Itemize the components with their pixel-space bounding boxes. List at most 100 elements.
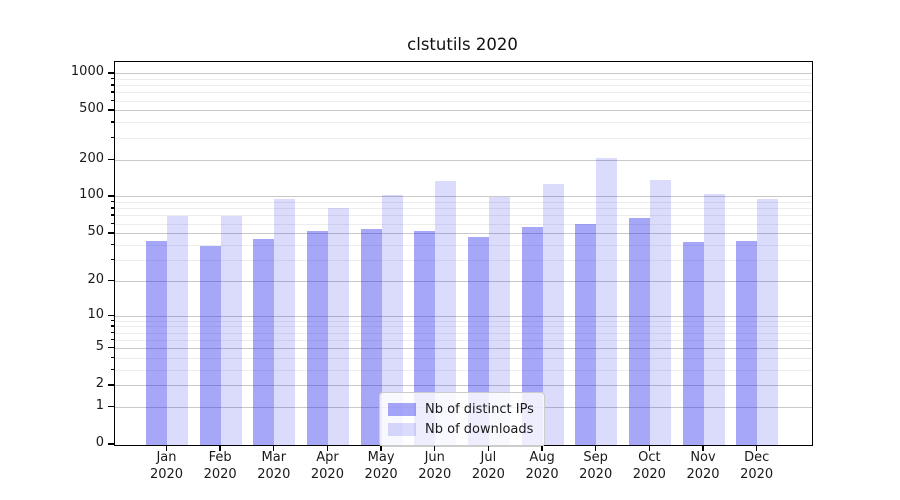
y-minor-tick-mark bbox=[110, 201, 114, 203]
bar-downloads bbox=[649, 179, 671, 445]
y-minor-tick-mark bbox=[110, 325, 114, 327]
y-tick-mark bbox=[108, 158, 114, 160]
x-tick-label: Sep 2020 bbox=[564, 449, 628, 483]
y-tick-mark bbox=[108, 443, 114, 445]
y-minor-tick-mark bbox=[110, 121, 114, 123]
x-tick-month: Dec bbox=[744, 450, 770, 465]
legend-item-downloads: Nb of downloads bbox=[388, 419, 534, 439]
x-tick-year: 2020 bbox=[418, 467, 452, 482]
y-minor-gridline bbox=[115, 320, 812, 322]
y-minor-tick-mark bbox=[110, 214, 114, 216]
y-minor-tick-mark bbox=[110, 99, 114, 102]
x-tick-mark bbox=[219, 445, 221, 451]
x-tick-month: Jan bbox=[156, 450, 177, 465]
bar-distinct-ips bbox=[736, 240, 758, 445]
bar-downloads bbox=[596, 157, 618, 445]
x-tick-year: 2020 bbox=[740, 467, 774, 482]
y-tick-label: 500 bbox=[79, 101, 104, 117]
bar-distinct-ips bbox=[628, 217, 650, 445]
x-tick-mark bbox=[541, 445, 543, 451]
y-tick-mark bbox=[108, 72, 114, 74]
y-minor-tick-mark bbox=[110, 319, 114, 322]
y-minor-gridline bbox=[115, 202, 812, 204]
bar-downloads bbox=[757, 198, 779, 445]
y-major-gridline bbox=[115, 348, 812, 350]
x-tick-year: 2020 bbox=[203, 467, 237, 482]
bar-distinct-ips bbox=[199, 245, 221, 445]
y-minor-gridline bbox=[115, 369, 812, 371]
legend-label-distinct-ips: Nb of distinct IPs bbox=[425, 401, 534, 417]
y-tick-label: 1000 bbox=[70, 64, 104, 80]
x-tick-mark bbox=[648, 445, 651, 451]
x-tick-label: Jun 2020 bbox=[403, 449, 467, 483]
y-minor-gridline bbox=[115, 326, 812, 328]
y-minor-tick-mark bbox=[110, 136, 114, 139]
y-tick-label: 10 bbox=[87, 306, 104, 322]
x-tick-month: Sep bbox=[583, 450, 608, 465]
plot-area: Nb of distinct IPs Nb of downloads bbox=[114, 61, 813, 447]
y-major-gridline bbox=[115, 280, 812, 282]
bar-downloads bbox=[381, 195, 403, 445]
y-major-gridline bbox=[115, 385, 812, 387]
bar-distinct-ips bbox=[414, 230, 436, 445]
legend-item-distinct-ips: Nb of distinct IPs bbox=[388, 399, 534, 419]
x-tick-month: Feb bbox=[208, 450, 232, 465]
legend: Nb of distinct IPs Nb of downloads bbox=[379, 392, 545, 447]
x-tick-month: Jun bbox=[424, 450, 445, 465]
bar-distinct-ips bbox=[253, 239, 275, 445]
legend-swatch-downloads bbox=[388, 422, 416, 436]
y-tick-label: 0 bbox=[95, 435, 104, 451]
y-minor-gridline bbox=[115, 215, 812, 217]
y-major-gridline bbox=[115, 233, 812, 235]
x-tick-year: 2020 bbox=[149, 467, 184, 482]
y-minor-tick-mark bbox=[110, 338, 114, 341]
y-tick-mark bbox=[108, 109, 114, 111]
y-tick-mark bbox=[108, 232, 114, 234]
x-tick-mark bbox=[755, 445, 758, 451]
y-minor-tick-mark bbox=[110, 258, 114, 261]
y-minor-tick-mark bbox=[110, 207, 114, 209]
y-minor-gridline bbox=[115, 122, 812, 124]
x-tick-label: Oct 2020 bbox=[617, 449, 681, 483]
x-tick-label: Apr 2020 bbox=[295, 449, 359, 483]
y-major-gridline bbox=[115, 196, 812, 198]
x-tick-month: Jul bbox=[480, 450, 497, 465]
x-tick-mark bbox=[326, 445, 329, 451]
x-tick-year: 2020 bbox=[632, 467, 666, 482]
x-tick-label: Dec 2020 bbox=[725, 449, 789, 483]
y-minor-gridline bbox=[115, 332, 812, 334]
x-tick-mark bbox=[595, 445, 597, 451]
x-tick-label: May 2020 bbox=[349, 449, 413, 483]
chart-title: clstutils 2020 bbox=[407, 35, 518, 54]
y-major-gridline bbox=[115, 73, 812, 75]
legend-label-downloads: Nb of downloads bbox=[425, 421, 534, 437]
x-tick-mark bbox=[487, 445, 490, 451]
y-minor-gridline bbox=[115, 208, 812, 210]
y-tick-mark bbox=[108, 195, 114, 197]
legend-swatch-distinct-ips bbox=[388, 402, 416, 416]
y-minor-gridline bbox=[115, 339, 812, 341]
x-tick-year: 2020 bbox=[257, 467, 291, 482]
y-tick-label: 1 bbox=[95, 398, 104, 414]
bar-distinct-ips bbox=[521, 226, 543, 445]
bar-downloads bbox=[703, 193, 725, 445]
x-tick-month: Mar bbox=[261, 450, 287, 465]
x-tick-year: 2020 bbox=[310, 467, 344, 482]
y-minor-tick-mark bbox=[110, 84, 114, 86]
bar-downloads bbox=[542, 184, 564, 445]
y-minor-gridline bbox=[115, 357, 812, 359]
x-tick-label: Mar 2020 bbox=[242, 449, 306, 483]
y-minor-gridline bbox=[115, 78, 812, 80]
y-tick-mark bbox=[108, 314, 114, 316]
x-tick-year: 2020 bbox=[471, 467, 505, 482]
bar-downloads bbox=[274, 199, 296, 445]
bar-distinct-ips bbox=[360, 228, 382, 445]
x-tick-label: Jan 2020 bbox=[135, 449, 199, 483]
x-tick-month: Aug bbox=[529, 450, 555, 465]
y-minor-tick-mark bbox=[110, 331, 114, 334]
y-tick-label: 20 bbox=[87, 271, 104, 287]
bar-distinct-ips bbox=[575, 224, 597, 445]
x-tick-year: 2020 bbox=[364, 467, 398, 482]
y-tick-label: 2 bbox=[95, 376, 104, 392]
